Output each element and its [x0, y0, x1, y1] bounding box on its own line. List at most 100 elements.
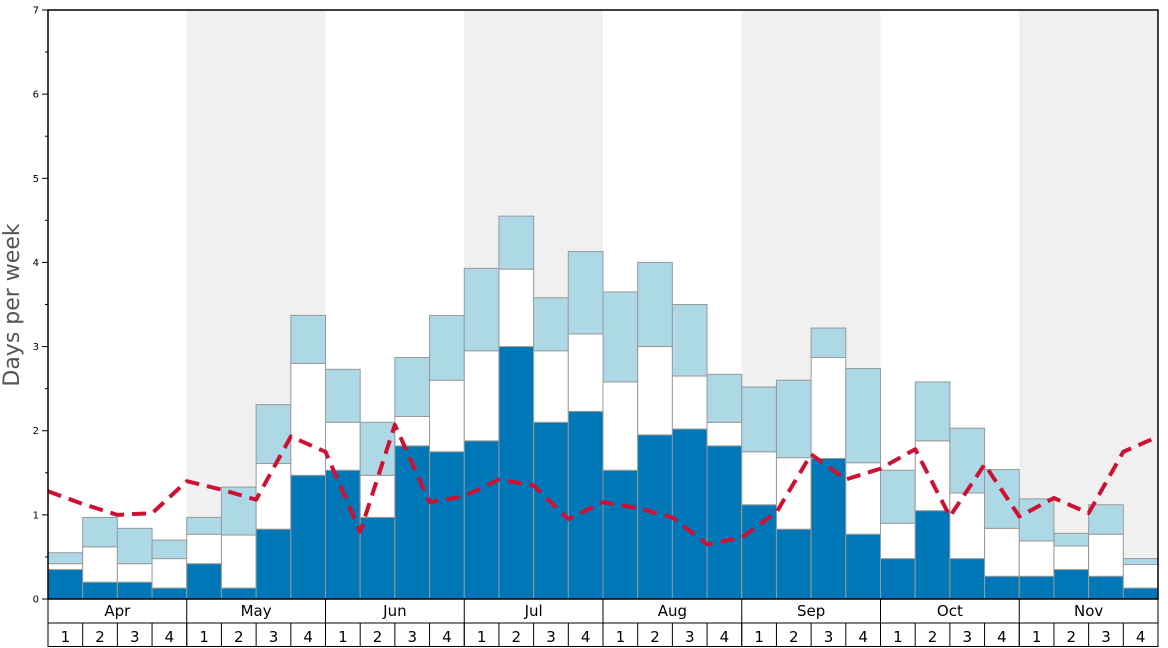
bar-segment-bottom — [290, 474, 326, 600]
bar-segment-top — [914, 381, 951, 442]
week-label: 2 — [234, 628, 244, 646]
week-label: 4 — [581, 628, 591, 646]
bar-segment-middle — [602, 381, 639, 471]
bar-segment-bottom — [429, 451, 465, 600]
bar-segment-middle — [82, 546, 118, 583]
week-label: 3 — [546, 628, 556, 646]
bar-segment-bottom — [1018, 575, 1055, 600]
bar-segment-bottom — [533, 421, 569, 600]
y-axis-label: Days per week — [0, 223, 25, 386]
bar-segment-top — [255, 404, 292, 465]
bar-segment-bottom — [1053, 569, 1090, 600]
bar-segment-middle — [220, 534, 257, 589]
bar-segment-top — [151, 539, 188, 560]
week-label: 3 — [824, 628, 834, 646]
week-label: 2 — [650, 628, 660, 646]
week-label: 2 — [95, 628, 105, 646]
week-label: 2 — [512, 628, 522, 646]
bar-segment-top — [325, 368, 361, 423]
bar-segment-middle — [706, 421, 743, 447]
month-label: May — [241, 602, 272, 620]
week-label: 3 — [130, 628, 140, 646]
y-tick-label: 3 — [33, 342, 39, 353]
bar-segment-middle — [325, 421, 361, 471]
bar-segment-middle — [47, 563, 84, 571]
bar-segment-top — [775, 379, 812, 459]
bar-segment-middle — [290, 362, 326, 476]
bar-segment-bottom — [394, 445, 431, 600]
bar-segment-middle — [394, 415, 431, 447]
bar-segment-middle — [775, 457, 812, 530]
week-label: 4 — [442, 628, 452, 646]
week-label: 1 — [754, 628, 764, 646]
bar-segment-middle — [1122, 564, 1159, 589]
week-label: 2 — [928, 628, 938, 646]
bar-segment-bottom — [220, 587, 257, 600]
week-label: 1 — [477, 628, 487, 646]
bar-segment-top — [290, 314, 326, 364]
week-label: 1 — [1032, 628, 1042, 646]
bar-segment-bottom — [463, 440, 500, 600]
bar-segment-top — [498, 215, 535, 270]
month-label: Oct — [937, 602, 963, 620]
bar-segment-bottom — [186, 563, 222, 600]
month-label: Jul — [524, 602, 543, 620]
bar-segment-middle — [671, 375, 708, 430]
bar-segment-middle — [914, 440, 951, 512]
bar-segment-bottom — [359, 516, 396, 600]
week-label: 4 — [720, 628, 730, 646]
bar-segment-bottom — [706, 445, 743, 600]
bar-segment-top — [984, 468, 1020, 529]
bar-segment-middle — [498, 268, 535, 348]
x-axis: Apr May Jun Jul Aug Sep Oct Nov 1 2 3 4 1 2 3 4 1 2 3 4 1 2 3 4… — [47, 599, 1159, 647]
week-label: 1 — [61, 628, 71, 646]
bar-segment-bottom — [845, 533, 881, 600]
month-label: Sep — [797, 602, 825, 620]
bar-segment-top — [116, 527, 153, 565]
bar-segment-bottom — [1122, 587, 1159, 600]
y-tick-label: 5 — [33, 174, 39, 185]
y-axis: 0 1 2 3 4 5 6 7 — [33, 6, 48, 606]
bar-segment-middle — [810, 357, 847, 459]
month-label: Aug — [658, 602, 687, 620]
bar-segment-middle — [116, 563, 153, 583]
bar-segment-middle — [533, 350, 569, 423]
bar-segment-bottom — [151, 587, 188, 600]
bar-segment-bottom — [914, 510, 951, 600]
bar-segment-bottom — [602, 469, 639, 600]
bar-segment-bottom — [82, 581, 118, 600]
bar-segment-middle — [880, 522, 916, 560]
bar-segment-top — [706, 373, 743, 423]
bar-segment-middle — [741, 451, 777, 506]
bar-segment-top — [671, 304, 708, 377]
y-tick-label: 0 — [33, 595, 39, 606]
bar-segment-middle — [429, 379, 465, 453]
month-label: Apr — [104, 602, 131, 620]
bar-segment-bottom — [1088, 575, 1124, 600]
bar-segment-middle — [255, 463, 292, 530]
week-label: 3 — [962, 628, 972, 646]
week-label: 2 — [1067, 628, 1077, 646]
bar-segment-bottom — [116, 581, 153, 600]
bar-segment-top — [394, 357, 431, 417]
week-label: 3 — [407, 628, 417, 646]
bar-segment-top — [637, 261, 673, 348]
bar-segment-top — [845, 367, 881, 464]
bar-segment-bottom — [47, 569, 84, 600]
bar-segment-middle — [949, 492, 986, 560]
bar-segment-bottom — [255, 528, 292, 600]
bar-segment-top — [602, 291, 639, 383]
bar-segment-bottom — [671, 428, 708, 600]
week-label: 2 — [789, 628, 799, 646]
bar-segment-top — [82, 516, 118, 548]
bar-segment-middle — [1053, 545, 1090, 571]
bar-segment-middle — [984, 527, 1020, 577]
y-tick-label: 4 — [33, 258, 39, 269]
week-label: 2 — [373, 628, 383, 646]
bar-segment-top — [463, 267, 500, 352]
week-label: 4 — [165, 628, 175, 646]
week-label: 3 — [269, 628, 279, 646]
stacked-bars — [47, 215, 1159, 600]
bar-segment-top — [47, 552, 84, 565]
